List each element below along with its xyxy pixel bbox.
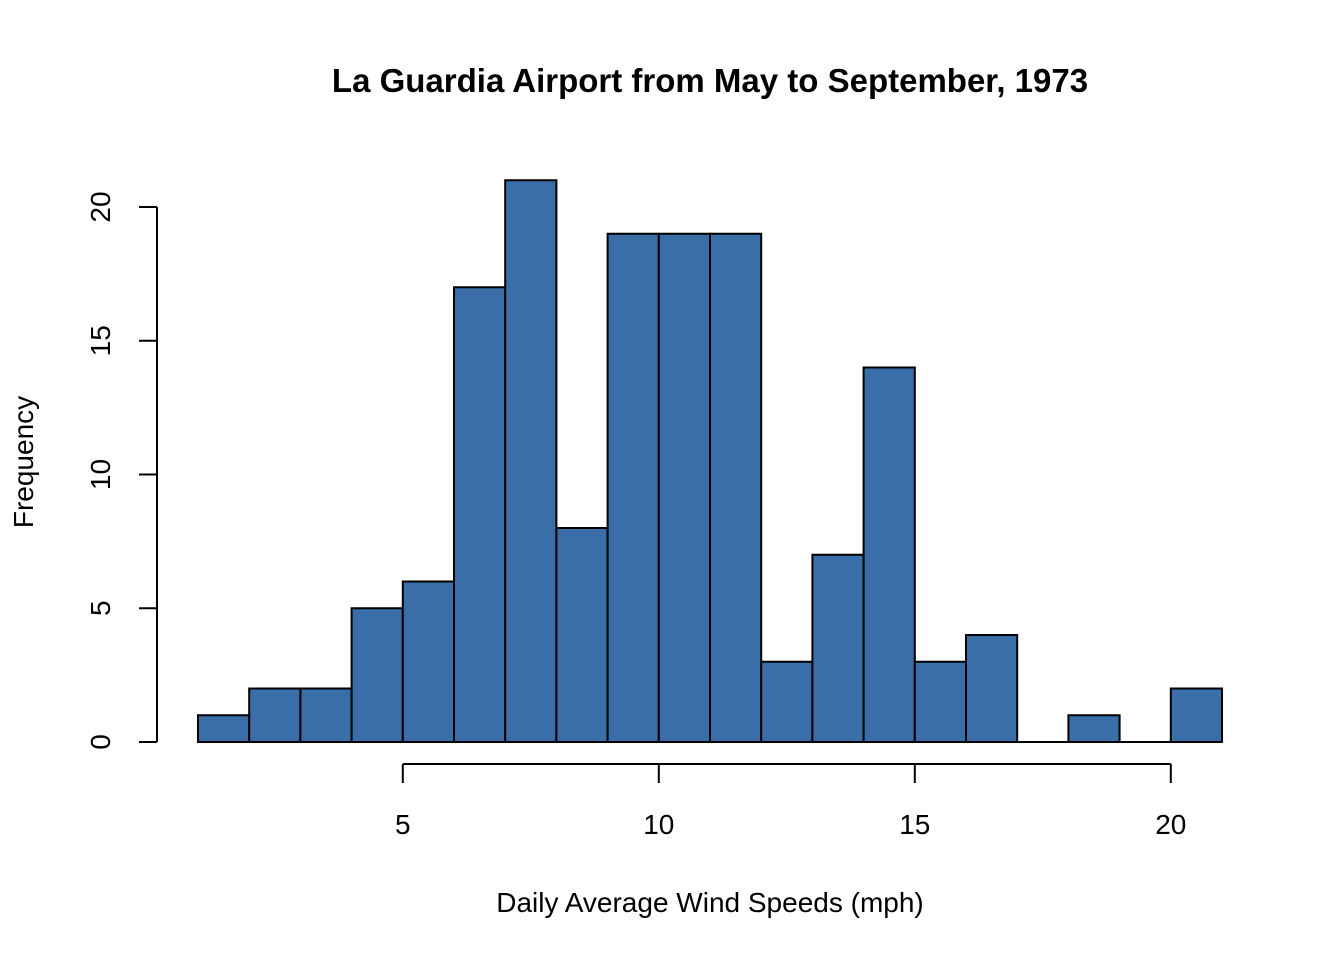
histogram-bar-5 [401, 580, 455, 743]
histogram-bar-1 [197, 714, 251, 743]
histogram-bar-6 [453, 286, 507, 743]
histogram-bar-8 [555, 527, 609, 743]
x-axis: 5 10 15 20 [395, 763, 1186, 840]
x-tick-label-15: 15 [899, 809, 930, 840]
histogram-bar-7 [504, 179, 558, 743]
histogram-bar-9 [606, 232, 660, 743]
y-axis: 0 5 10 15 20 [85, 191, 158, 750]
x-axis-label: Daily Average Wind Speeds (mph) [496, 887, 923, 918]
chart-title: La Guardia Airport from May to September… [332, 62, 1088, 99]
histogram-bar-11 [709, 232, 763, 743]
y-tick-label-20: 20 [85, 191, 116, 222]
y-tick-label-0: 0 [85, 734, 116, 750]
y-tick-label-10: 10 [85, 459, 116, 490]
x-tick-label-10: 10 [643, 809, 674, 840]
x-tick-label-20: 20 [1155, 809, 1186, 840]
histogram-bar-3 [299, 687, 353, 743]
histogram-bar-20 [1169, 687, 1224, 743]
histogram-bar-4 [350, 607, 404, 743]
y-axis-label: Frequency [8, 396, 39, 528]
histogram-bar-16 [965, 634, 1019, 743]
histogram-bar-15 [913, 660, 967, 743]
histogram-bar-13 [811, 553, 865, 743]
histogram-bar-2 [248, 687, 302, 743]
y-tick-label-5: 5 [85, 600, 116, 616]
y-tick-label-15: 15 [85, 325, 116, 356]
bars-group [197, 179, 1224, 743]
histogram-bar-14 [862, 366, 916, 743]
histogram-bar-10 [657, 232, 711, 743]
x-tick-label-5: 5 [395, 809, 411, 840]
histogram-bar-18 [1067, 714, 1121, 743]
histogram-bar-12 [760, 660, 814, 743]
